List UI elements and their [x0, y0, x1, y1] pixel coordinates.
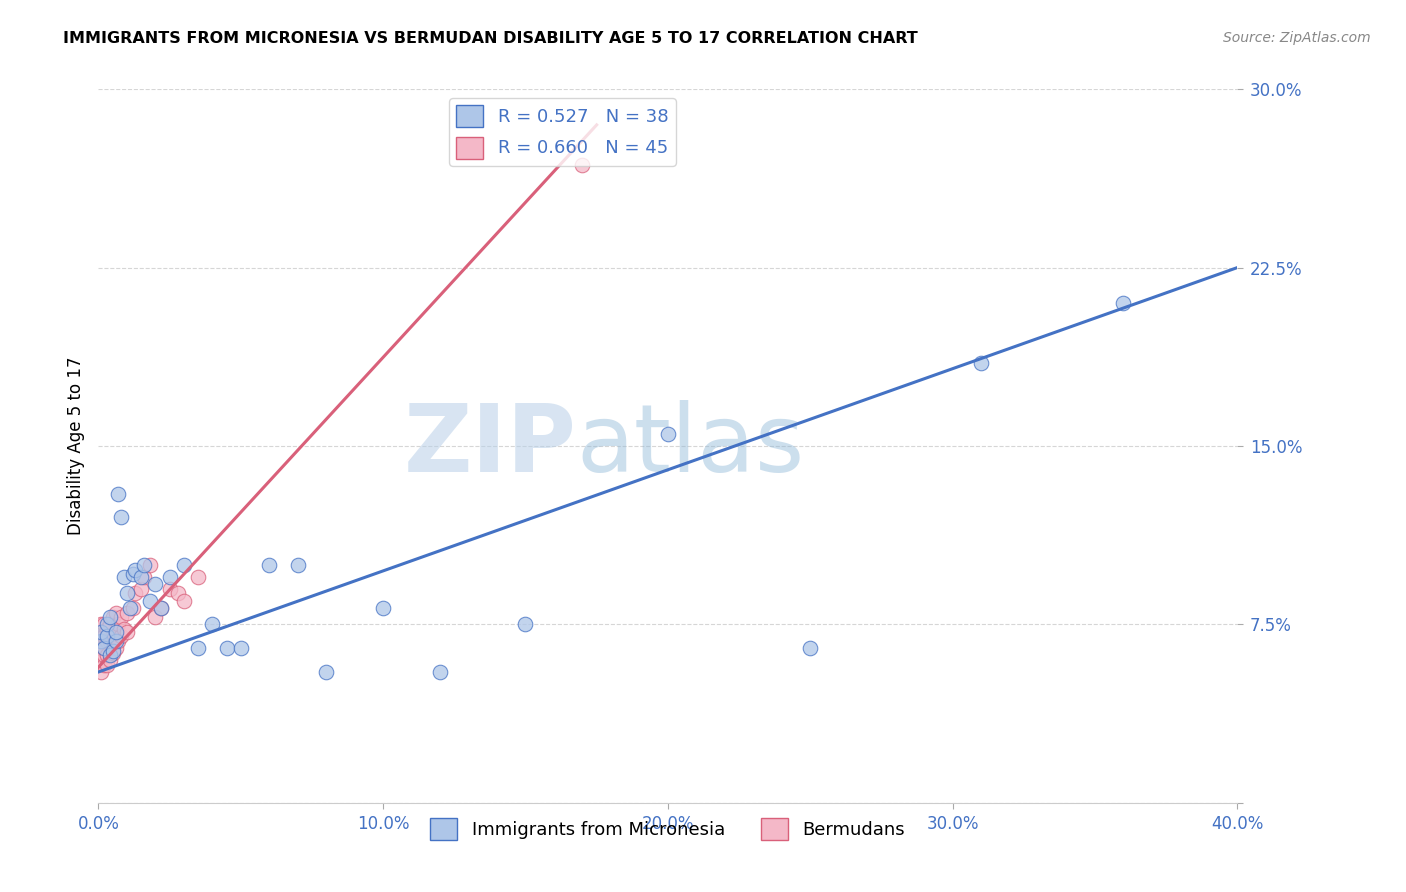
Point — [93, 617, 115, 632]
Point — [121, 600, 143, 615]
Point — [173, 593, 195, 607]
Point — [107, 617, 129, 632]
Text: IMMIGRANTS FROM MICRONESIA VS BERMUDAN DISABILITY AGE 5 TO 17 CORRELATION CHART: IMMIGRANTS FROM MICRONESIA VS BERMUDAN D… — [63, 31, 918, 46]
Point — [138, 593, 160, 607]
Point — [104, 606, 127, 620]
Point — [138, 558, 160, 572]
Point — [121, 567, 143, 582]
Point — [287, 558, 309, 572]
Point — [98, 648, 121, 663]
Point — [90, 648, 112, 663]
Point — [96, 634, 118, 648]
Text: Source: ZipAtlas.com: Source: ZipAtlas.com — [1223, 31, 1371, 45]
Point — [145, 610, 167, 624]
Point — [101, 629, 124, 643]
Point — [93, 648, 115, 663]
Point — [110, 610, 132, 624]
Point — [129, 570, 152, 584]
Point — [93, 641, 115, 656]
Point — [167, 586, 190, 600]
Point — [90, 665, 112, 679]
Text: atlas: atlas — [576, 400, 806, 492]
Point — [101, 643, 124, 657]
Point — [98, 653, 121, 667]
Point — [159, 582, 181, 596]
Point — [1112, 296, 1135, 310]
Point — [101, 610, 124, 624]
Point — [118, 600, 141, 615]
Point — [571, 158, 593, 172]
Point — [98, 610, 121, 624]
Point — [90, 629, 112, 643]
Y-axis label: Disability Age 5 to 17: Disability Age 5 to 17 — [66, 357, 84, 535]
Point — [93, 629, 115, 643]
Point — [373, 600, 395, 615]
Point — [150, 600, 173, 615]
Point — [132, 570, 155, 584]
Point — [112, 622, 135, 636]
Point — [107, 634, 129, 648]
Point — [90, 624, 112, 639]
Point — [90, 617, 112, 632]
Point — [115, 606, 138, 620]
Point — [229, 641, 252, 656]
Point — [115, 624, 138, 639]
Point — [90, 624, 112, 639]
Point — [124, 563, 146, 577]
Point — [201, 617, 224, 632]
Point — [657, 427, 679, 442]
Point — [104, 624, 127, 639]
Point — [259, 558, 281, 572]
Point — [132, 558, 155, 572]
Point — [98, 634, 121, 648]
Point — [187, 570, 209, 584]
Point — [115, 586, 138, 600]
Point — [104, 624, 127, 639]
Point — [112, 570, 135, 584]
Point — [90, 641, 112, 656]
Point — [96, 657, 118, 672]
Legend: Immigrants from Micronesia, Bermudans: Immigrants from Micronesia, Bermudans — [423, 811, 912, 847]
Point — [215, 641, 238, 656]
Point — [124, 586, 146, 600]
Point — [145, 577, 167, 591]
Point — [96, 622, 118, 636]
Point — [104, 634, 127, 648]
Point — [110, 629, 132, 643]
Point — [187, 641, 209, 656]
Point — [159, 570, 181, 584]
Point — [104, 641, 127, 656]
Point — [93, 657, 115, 672]
Text: ZIP: ZIP — [404, 400, 576, 492]
Point — [150, 600, 173, 615]
Point — [98, 617, 121, 632]
Point — [110, 510, 132, 524]
Point — [96, 629, 118, 643]
Point — [107, 486, 129, 500]
Point — [129, 582, 152, 596]
Point — [90, 634, 112, 648]
Point — [315, 665, 337, 679]
Point — [429, 665, 451, 679]
Point — [173, 558, 195, 572]
Point — [90, 653, 112, 667]
Point — [93, 641, 115, 656]
Point — [96, 617, 118, 632]
Point — [96, 648, 118, 663]
Point — [90, 634, 112, 648]
Point — [101, 646, 124, 660]
Point — [515, 617, 537, 632]
Point — [970, 356, 993, 370]
Point — [799, 641, 821, 656]
